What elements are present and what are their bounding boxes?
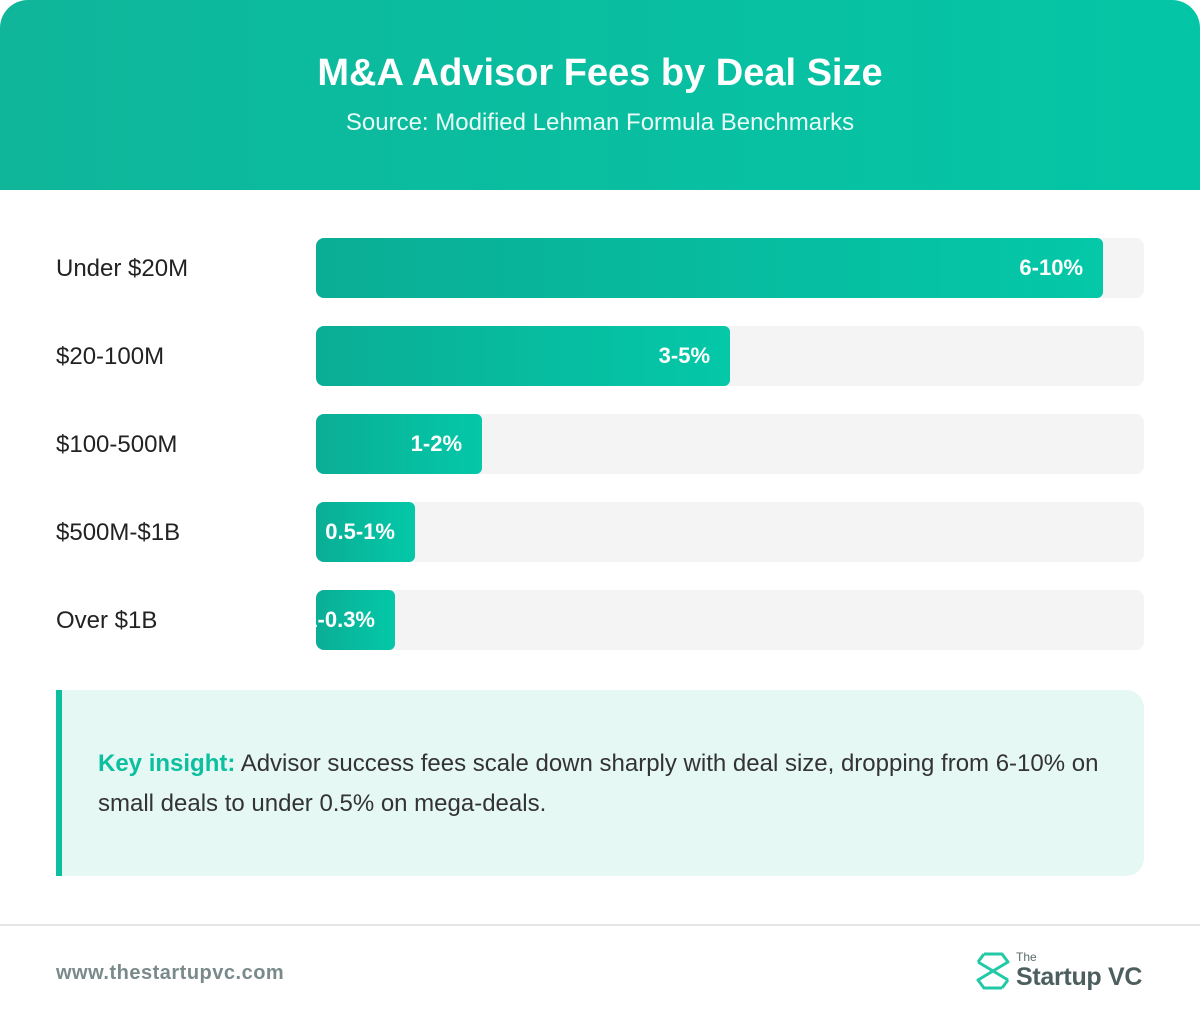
bar: 3-5% [316, 326, 730, 386]
chart-subtitle: Source: Modified Lehman Formula Benchmar… [345, 109, 855, 136]
bar-row: $20-100M 3-5% [56, 326, 1144, 386]
logo-text: Startup VC [1016, 963, 1143, 991]
bar: 0.5-1% [316, 502, 415, 562]
bar-track: 3-5% [316, 326, 1144, 386]
bar-row: Over $1B 0.1-0.3% [56, 590, 1144, 650]
startup-vc-logo: The Startup VC [976, 950, 1146, 994]
bar-chart: Under $20M 6-10% $20-100M 3-5% $100-500M 1-2%… [56, 238, 1144, 678]
header-banner: M&A Advisor Fees by Deal Size Source: Mo… [0, 0, 1200, 190]
category-label: Under $20M [56, 255, 189, 282]
category-label: Over $1B [56, 607, 158, 634]
startup-vc-logo-icon [976, 952, 1010, 990]
bar-row: Under $20M 6-10% [56, 238, 1144, 298]
category-label: $500M-$1B [56, 519, 181, 546]
category-label: $100-500M [56, 431, 178, 458]
category-label: $20-100M [56, 343, 165, 370]
bar-value-label: 0.1-0.3% [316, 607, 375, 632]
bar-row: $500M-$1B 0.5-1% [56, 502, 1144, 562]
bar-track: 6-10% [316, 238, 1144, 298]
bar: 6-10% [316, 238, 1103, 298]
bar-value-label: 6-10% [1019, 255, 1083, 280]
logo-small-text: The [1016, 950, 1037, 964]
bar-track: 0.1-0.3% [316, 590, 1144, 650]
bar-value-label: 3-5% [658, 343, 710, 368]
bar-value-label: 1-2% [410, 431, 462, 456]
bar: 0.1-0.3% [316, 590, 395, 650]
chart-title: M&A Advisor Fees by Deal Size [317, 52, 883, 94]
bar-value-label: 0.5-1% [325, 519, 395, 544]
bar-track: 0.5-1% [316, 502, 1144, 562]
key-insight-label: Key insight: [98, 750, 236, 777]
bar: 1-2% [316, 414, 482, 474]
bar-row: $100-500M 1-2% [56, 414, 1144, 474]
key-insight-text: Advisor success fees scale down sharply … [98, 750, 1099, 817]
footer-divider [0, 924, 1200, 926]
key-insight-box: Key insight: Advisor success fees scale … [56, 690, 1144, 876]
bar-track: 1-2% [316, 414, 1144, 474]
footer-url[interactable]: www.thestartupvc.com [56, 962, 285, 984]
